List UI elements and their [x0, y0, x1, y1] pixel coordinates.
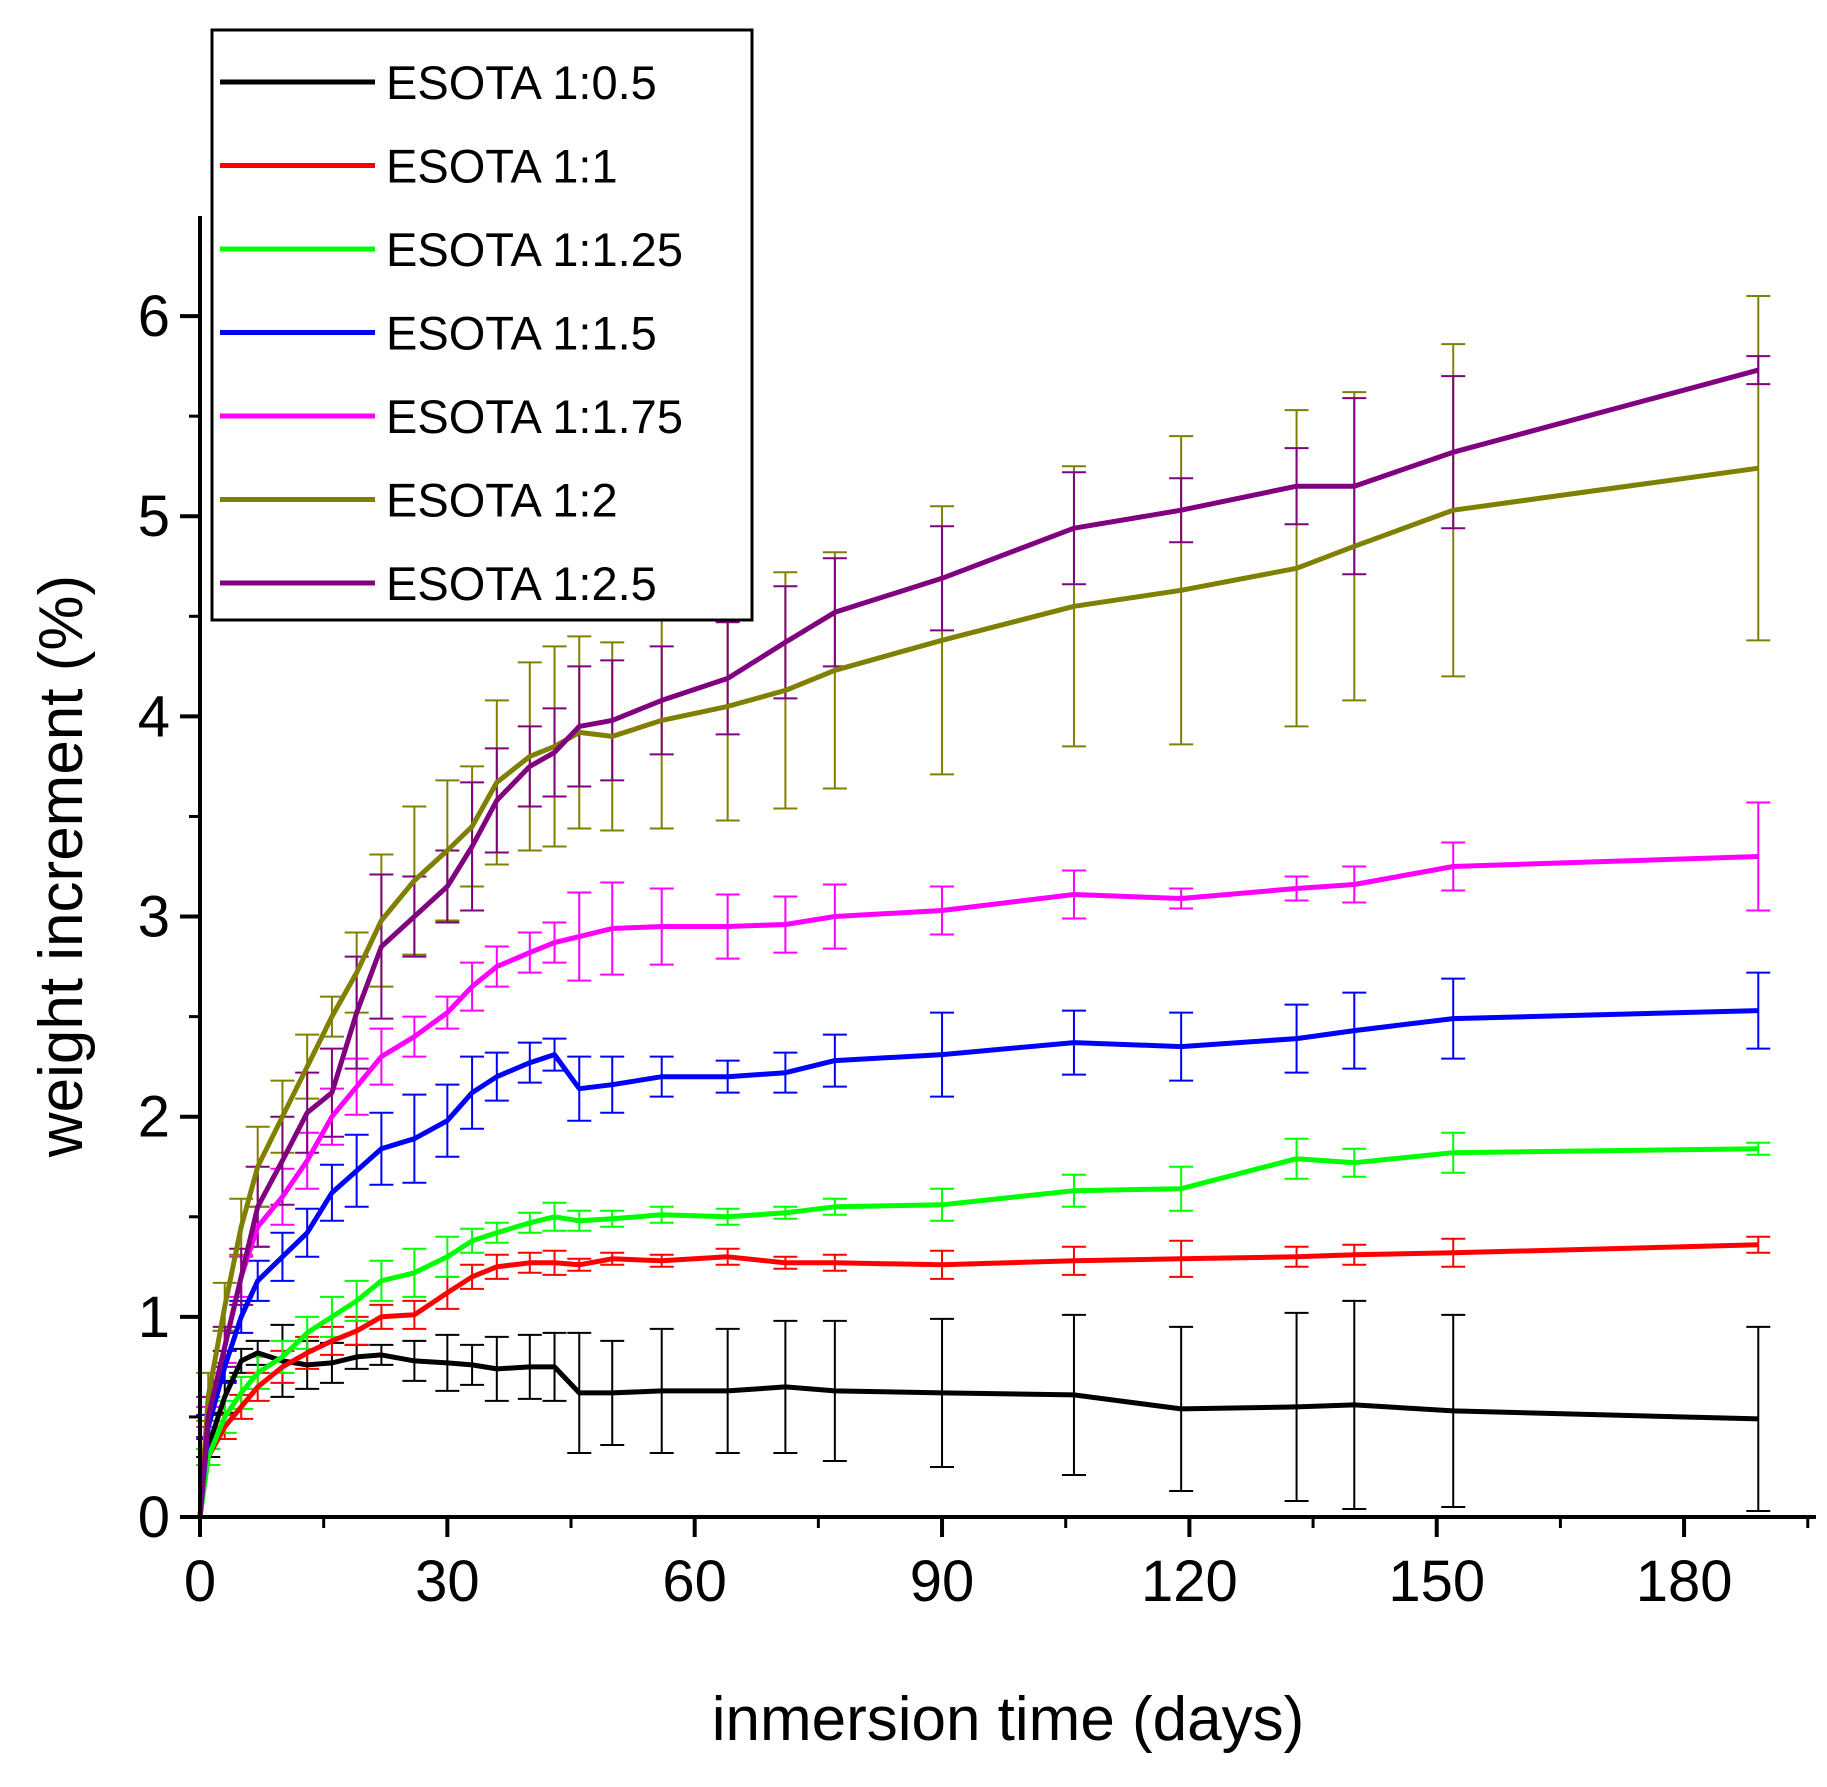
error-bars-esota-1-1 — [196, 1235, 1771, 1466]
legend-label-esota-1-2: ESOTA 1:2 — [386, 474, 618, 527]
legend: ESOTA 1:0.5 ESOTA 1:1 ESOTA 1:1.25 ESOTA 1:… — [210, 28, 754, 622]
legend-label-esota-1-2-5: ESOTA 1:2.5 — [386, 557, 657, 610]
y-axis-title: weight increment (%) — [27, 575, 96, 1158]
x-tick-label: 150 — [1388, 1549, 1485, 1614]
y-tick-label: 1 — [138, 1285, 170, 1350]
x-tick-label: 90 — [910, 1549, 975, 1614]
y-tick-label: 2 — [138, 1085, 170, 1150]
axis-ticks: 0 30 60 90 120 150 180 0 1 2 3 4 5 6 — [138, 284, 1810, 1614]
legend-label-esota-1-0-5: ESOTA 1:0.5 — [386, 56, 657, 109]
y-tick-label: 6 — [138, 284, 170, 349]
series-line-esota-1-1 — [197, 1242, 1759, 1518]
y-tick-label: 5 — [138, 484, 170, 549]
series-line-esota-1-1-75 — [197, 854, 1759, 1518]
y-tick-label: 0 — [138, 1485, 170, 1550]
x-tick-label: 120 — [1141, 1549, 1238, 1614]
error-bars-esota-1-0-5 — [196, 1299, 1771, 1512]
series-line-esota-1-1-25 — [197, 1146, 1759, 1518]
axes — [198, 216, 1816, 1519]
legend-box — [210, 28, 754, 622]
legend-label-esota-1-1-25: ESOTA 1:1.25 — [386, 223, 683, 276]
series-line-esota-1-0-5 — [197, 1350, 1759, 1518]
legend-label-esota-1-1-75: ESOTA 1:1.75 — [386, 390, 683, 443]
series-line-esota-1-2 — [197, 465, 1759, 1518]
y-tick-label: 3 — [138, 885, 170, 950]
x-tick-label: 180 — [1636, 1549, 1733, 1614]
series-lines — [197, 367, 1759, 1518]
x-tick-label: 60 — [662, 1549, 727, 1614]
legend-label-esota-1-1-5: ESOTA 1:1.5 — [386, 307, 657, 360]
x-tick-label: 0 — [184, 1549, 216, 1614]
x-axis-title: inmersion time (days) — [712, 1685, 1305, 1754]
x-tick-label: 30 — [415, 1549, 480, 1614]
y-tick-label: 4 — [138, 684, 170, 749]
series-line-esota-1-2-5 — [197, 367, 1759, 1518]
error-bars-esota-1-1-5 — [196, 971, 1771, 1440]
error-bars-esota-1-1-75 — [196, 801, 1771, 1428]
legend-label-esota-1-1: ESOTA 1:1 — [386, 140, 618, 193]
series-line-esota-1-1-5 — [197, 1008, 1759, 1518]
